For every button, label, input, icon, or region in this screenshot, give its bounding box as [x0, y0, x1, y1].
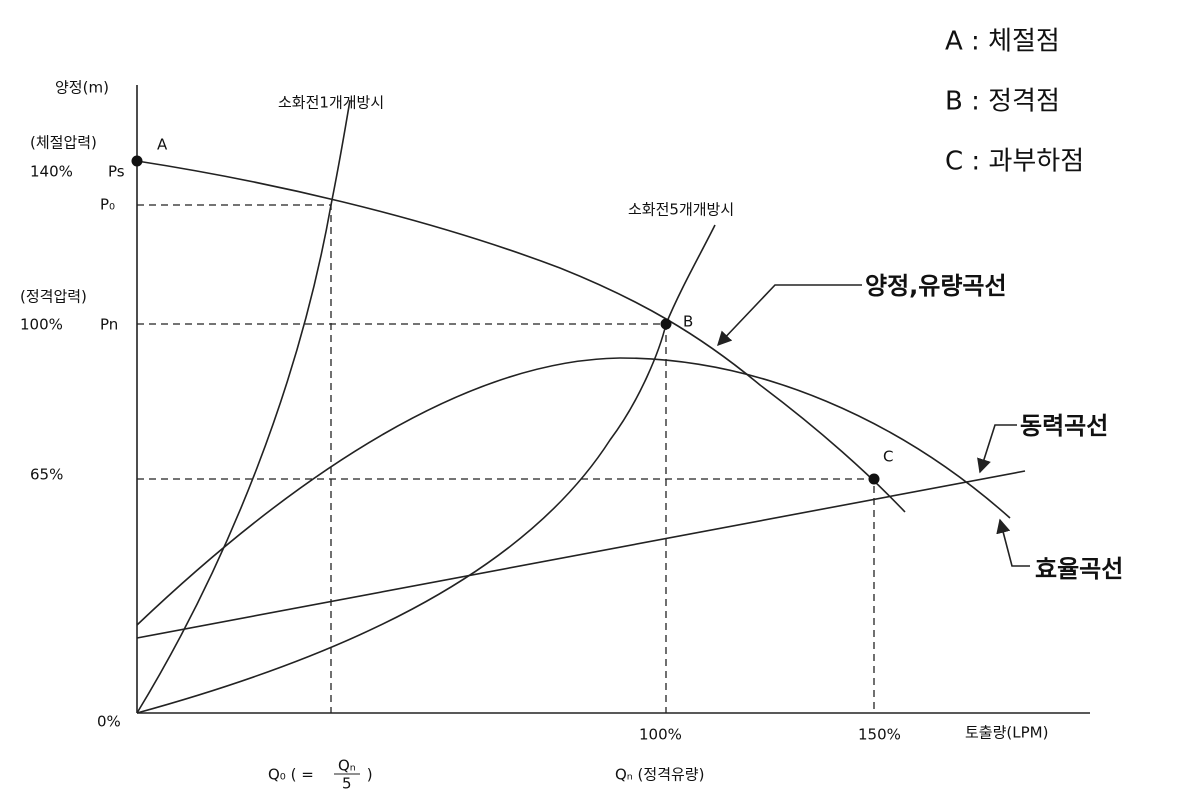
q0-label: ): [362, 766, 373, 784]
y-label: 65%: [30, 466, 63, 484]
curve-label: 효율곡선: [1035, 555, 1123, 583]
curve-label: 소화전5개개방시: [628, 201, 734, 219]
guide-lines: [137, 204, 875, 713]
y-note: (체절압력): [30, 134, 97, 152]
curves: [136, 99, 1026, 714]
y-axis-title: 양정(m): [55, 79, 109, 97]
head-flow-curve: [136, 160, 906, 513]
q0-denominator: 5: [342, 775, 352, 793]
point-label: A: [157, 136, 168, 154]
y-symbol: P₀: [100, 196, 115, 214]
curve-label: 소화전1개개방시: [278, 94, 384, 112]
efficiency-curve: [136, 357, 1011, 626]
q0-label: Q₀ ( =: [268, 766, 319, 784]
point-label: B: [683, 313, 693, 331]
power-curve: [136, 470, 1026, 639]
points: [131, 155, 880, 485]
y-label: 100%: [20, 316, 63, 334]
five-hydrants-curve: [136, 224, 716, 714]
curve-label: 동력곡선: [1020, 412, 1108, 440]
point-label: C: [883, 448, 893, 466]
y-note: (정격압력): [20, 288, 87, 306]
legend-item: C : 과부하점: [945, 147, 1084, 177]
axes: [136, 85, 1090, 714]
legend-item: B : 정격점: [945, 87, 1060, 117]
one-hydrant-curve: [136, 99, 351, 714]
curve-label: 양정,유량곡선: [865, 272, 1007, 300]
x-label: 100%: [639, 726, 682, 744]
legend-item: A : 체절점: [945, 27, 1060, 57]
y-label: 140%: [30, 163, 73, 181]
y-label: 0%: [97, 713, 121, 731]
qn-label: Qₙ (정격유량): [615, 766, 704, 784]
q0-numerator: Qₙ: [338, 757, 356, 775]
leader-lines: [717, 284, 1030, 567]
y-symbol: Ps: [108, 163, 125, 181]
x-label: 150%: [858, 726, 901, 744]
y-symbol: Pn: [100, 316, 118, 334]
x-axis-title: 토출량(LPM): [965, 724, 1048, 742]
